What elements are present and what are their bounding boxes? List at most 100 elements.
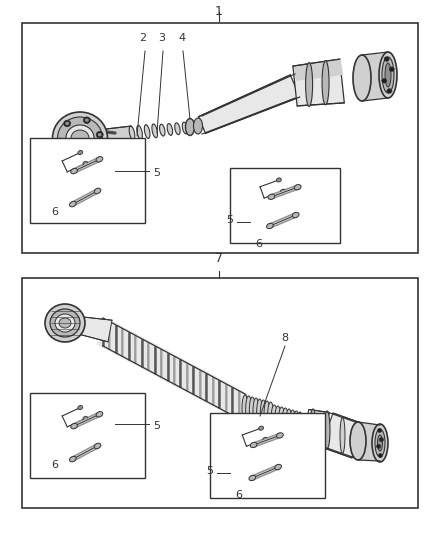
Polygon shape: [301, 409, 329, 448]
Ellipse shape: [45, 304, 85, 342]
Text: 6: 6: [52, 460, 59, 470]
Ellipse shape: [382, 78, 387, 83]
Text: 7: 7: [215, 252, 223, 265]
Ellipse shape: [129, 126, 135, 140]
Text: 6: 6: [255, 239, 262, 249]
Text: 1: 1: [215, 5, 223, 18]
Ellipse shape: [83, 161, 88, 166]
Ellipse shape: [293, 411, 299, 433]
Polygon shape: [293, 59, 344, 106]
Ellipse shape: [259, 426, 264, 430]
Text: 3: 3: [159, 33, 166, 43]
Polygon shape: [294, 59, 343, 81]
Ellipse shape: [167, 124, 173, 135]
Ellipse shape: [57, 138, 64, 144]
Ellipse shape: [55, 314, 75, 332]
Ellipse shape: [144, 125, 150, 139]
Text: 5: 5: [153, 168, 160, 178]
Polygon shape: [321, 413, 364, 458]
Ellipse shape: [137, 125, 142, 139]
Ellipse shape: [85, 118, 89, 122]
Ellipse shape: [378, 429, 381, 432]
Ellipse shape: [286, 409, 292, 431]
Text: 5: 5: [206, 466, 213, 476]
Ellipse shape: [263, 438, 268, 441]
Text: 6: 6: [235, 490, 242, 500]
Ellipse shape: [294, 184, 301, 190]
Ellipse shape: [275, 406, 281, 428]
Ellipse shape: [279, 407, 285, 429]
Ellipse shape: [385, 63, 391, 87]
Text: 5: 5: [226, 215, 233, 225]
Ellipse shape: [310, 409, 316, 445]
Bar: [210, 413, 325, 498]
Ellipse shape: [292, 212, 299, 217]
Ellipse shape: [182, 122, 188, 134]
Ellipse shape: [253, 398, 259, 424]
Ellipse shape: [59, 318, 71, 328]
Bar: [30, 393, 145, 478]
Ellipse shape: [264, 401, 270, 427]
Ellipse shape: [249, 397, 255, 423]
Polygon shape: [356, 422, 381, 461]
Text: 6: 6: [52, 207, 59, 217]
Polygon shape: [359, 53, 391, 101]
Bar: [30, 138, 145, 223]
Ellipse shape: [280, 189, 286, 193]
Ellipse shape: [276, 433, 283, 438]
Ellipse shape: [83, 416, 88, 421]
Ellipse shape: [260, 400, 266, 426]
Ellipse shape: [186, 118, 194, 135]
Ellipse shape: [71, 154, 75, 158]
Ellipse shape: [249, 475, 256, 481]
Ellipse shape: [71, 168, 78, 174]
Ellipse shape: [322, 61, 329, 105]
Ellipse shape: [175, 123, 180, 135]
Ellipse shape: [268, 402, 274, 428]
Ellipse shape: [78, 150, 83, 155]
Ellipse shape: [378, 454, 382, 457]
Ellipse shape: [96, 132, 103, 138]
Bar: [230, 168, 340, 243]
Ellipse shape: [70, 201, 76, 207]
Ellipse shape: [375, 429, 385, 457]
Ellipse shape: [384, 57, 389, 61]
Ellipse shape: [50, 309, 80, 337]
Ellipse shape: [306, 62, 313, 107]
Ellipse shape: [94, 443, 101, 449]
Ellipse shape: [297, 412, 303, 434]
Ellipse shape: [267, 223, 273, 229]
Ellipse shape: [70, 456, 76, 462]
Ellipse shape: [89, 149, 96, 156]
Ellipse shape: [353, 55, 371, 101]
Ellipse shape: [64, 120, 71, 127]
Ellipse shape: [96, 157, 103, 162]
Ellipse shape: [83, 117, 90, 124]
Polygon shape: [198, 75, 300, 133]
Ellipse shape: [379, 438, 383, 442]
Text: 4: 4: [178, 33, 186, 43]
Ellipse shape: [71, 423, 78, 429]
Bar: [22, 23, 418, 253]
Polygon shape: [81, 317, 112, 342]
Ellipse shape: [257, 399, 263, 425]
Ellipse shape: [389, 67, 394, 71]
Ellipse shape: [57, 117, 102, 159]
Ellipse shape: [58, 140, 62, 143]
Ellipse shape: [78, 406, 83, 410]
Ellipse shape: [65, 122, 69, 125]
Ellipse shape: [250, 442, 257, 448]
Ellipse shape: [94, 188, 101, 193]
Ellipse shape: [275, 464, 282, 470]
Text: 8: 8: [282, 333, 289, 343]
Ellipse shape: [246, 396, 252, 422]
Text: 2: 2: [139, 33, 147, 43]
Ellipse shape: [387, 88, 392, 93]
Ellipse shape: [350, 422, 366, 460]
Ellipse shape: [70, 152, 77, 159]
Ellipse shape: [152, 124, 158, 138]
Bar: [22, 278, 418, 508]
Ellipse shape: [96, 411, 103, 417]
Polygon shape: [97, 126, 133, 146]
Ellipse shape: [91, 151, 95, 155]
